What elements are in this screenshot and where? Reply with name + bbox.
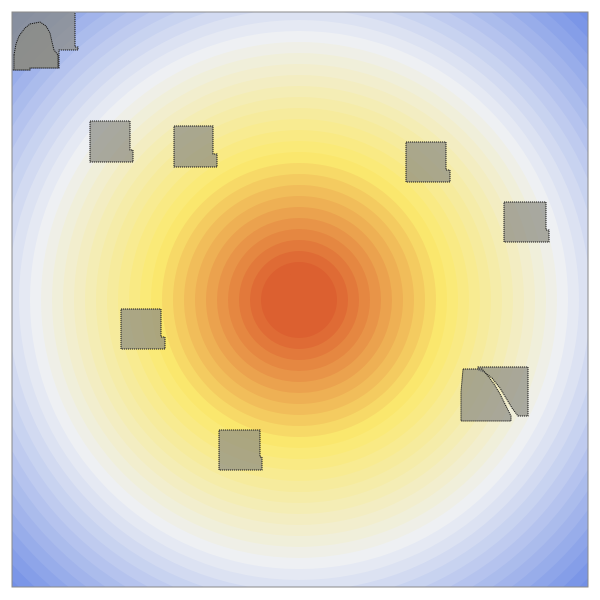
overlay-tiles (12, 12, 550, 471)
overlay-tile-cluster-back (477, 366, 529, 417)
overlay-tile-top-left-blob (13, 21, 59, 71)
overlay-tile (218, 429, 263, 471)
heat-ring (294, 295, 304, 305)
overlay-tile (89, 120, 134, 163)
plot-border (11, 11, 589, 588)
overlay-tile (120, 308, 166, 350)
overlay-tile (503, 201, 550, 243)
overlay-tile-cluster-front (460, 368, 512, 422)
overlay-tile (173, 125, 218, 168)
overlay-tile (405, 141, 451, 183)
